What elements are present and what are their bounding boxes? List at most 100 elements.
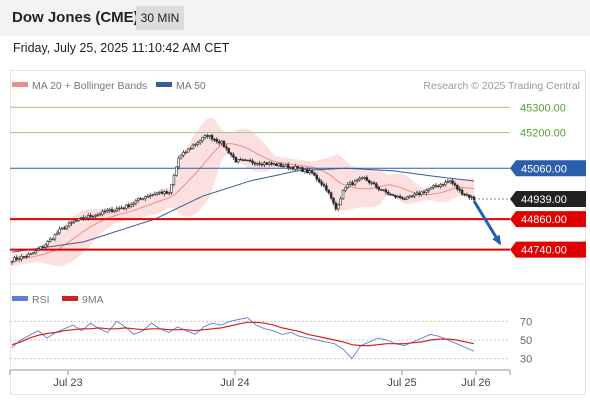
- candle-body: [387, 191, 390, 195]
- candle-body: [227, 147, 230, 154]
- candle-body: [148, 195, 152, 197]
- candle-body: [277, 163, 280, 166]
- candle-body: [282, 165, 285, 168]
- candle-body: [306, 169, 309, 174]
- bollinger-band-area: [12, 117, 474, 268]
- candle-body: [317, 178, 321, 183]
- chart-header: Dow Jones (CME) 30 MIN: [0, 0, 590, 36]
- candle-body: [53, 234, 57, 240]
- candle-body: [41, 246, 45, 248]
- candle-body: [251, 160, 254, 164]
- candle-body: [165, 191, 169, 194]
- candle-body: [106, 210, 109, 213]
- copyright-note: Research © 2025 Trading Central: [423, 80, 580, 92]
- moving-averages: [11, 143, 475, 262]
- candle-body: [34, 250, 38, 254]
- candle-body: [210, 135, 214, 140]
- candle-body: [375, 183, 378, 188]
- x-tick-label: Jul 24: [220, 377, 249, 389]
- candle-body: [158, 191, 161, 194]
- candle-body: [189, 148, 192, 150]
- candle-body: [67, 222, 71, 227]
- ma20-legend-swatch: [12, 82, 28, 87]
- candle-body: [58, 228, 61, 234]
- candle-body: [213, 138, 216, 141]
- candle-body: [225, 146, 228, 149]
- candle-body: [296, 166, 300, 169]
- pivot-label: 45060.00: [521, 163, 567, 175]
- candle-body: [332, 197, 335, 204]
- candle-body: [351, 182, 354, 186]
- candle-body: [298, 167, 302, 169]
- candle-body: [163, 191, 166, 194]
- candle-body: [134, 200, 138, 204]
- candle-body: [244, 159, 247, 161]
- candle-body: [241, 159, 245, 161]
- candle-body: [294, 166, 297, 170]
- candle-body: [465, 194, 469, 196]
- candle-body: [184, 151, 188, 154]
- candle-body: [94, 215, 97, 217]
- candle-body: [434, 185, 438, 187]
- candle-body: [122, 207, 126, 210]
- candle-body: [208, 135, 211, 137]
- candle-body: [79, 217, 83, 219]
- candle-body: [170, 183, 173, 193]
- candle-body: [260, 163, 264, 166]
- candle-body: [220, 140, 223, 144]
- candle-body: [372, 182, 376, 185]
- candle-body: [384, 189, 388, 193]
- candle-body: [446, 181, 450, 183]
- candle-body: [427, 188, 431, 191]
- candle-body: [146, 196, 149, 198]
- ma50-legend-swatch: [156, 82, 172, 87]
- timeframe-badge[interactable]: 30 MIN: [136, 6, 184, 30]
- candle-body: [456, 184, 459, 190]
- candle-body: [229, 152, 233, 156]
- candle-body: [86, 215, 90, 219]
- candle-body: [51, 238, 54, 241]
- candle-body: [75, 220, 78, 222]
- forecast-arrow-shaft: [472, 200, 502, 245]
- candle-body: [156, 192, 159, 195]
- ma50-line: [11, 167, 475, 253]
- candle-body: [275, 163, 278, 166]
- candle-body: [448, 180, 452, 183]
- candle-body: [15, 257, 19, 260]
- candle-body: [363, 177, 366, 179]
- candle-body: [70, 222, 73, 224]
- candle-body: [144, 196, 147, 199]
- candle-body: [389, 193, 392, 196]
- candle-body: [422, 191, 426, 193]
- candle-body: [417, 192, 421, 195]
- timestamp: Friday, July 25, 2025 11:10:42 AM CET: [13, 41, 230, 55]
- last-price-tag: [510, 191, 586, 208]
- ma50-legend-label: MA 50: [176, 80, 206, 92]
- candle-body: [175, 166, 178, 176]
- candle-body: [167, 192, 171, 194]
- forecast-arrow: [472, 200, 502, 246]
- candle-body: [32, 252, 35, 255]
- rsi-legend: RSI 9MA: [12, 294, 104, 306]
- candle-body: [286, 164, 290, 169]
- candle-body: [303, 169, 307, 172]
- candle-body: [325, 185, 328, 191]
- candle-body: [470, 196, 473, 198]
- candle-body: [117, 207, 121, 210]
- candle-body: [182, 151, 185, 156]
- candle-body: [367, 180, 371, 183]
- candle-body: [248, 159, 252, 162]
- rsi-panel: 70 50 30: [10, 316, 532, 366]
- candle-body: [346, 184, 350, 188]
- candle-body: [256, 163, 259, 165]
- candle-body: [267, 162, 271, 165]
- candle-body: [348, 182, 352, 185]
- candle-body: [206, 135, 209, 137]
- candle-body: [177, 157, 180, 168]
- candle-body: [194, 143, 197, 146]
- candle-body: [236, 159, 240, 163]
- candle-body: [101, 210, 104, 215]
- candle-body: [279, 163, 283, 167]
- price-level-labels: 45300.00 45200.00 45060.00 44939.00 44860.00…: [510, 102, 586, 258]
